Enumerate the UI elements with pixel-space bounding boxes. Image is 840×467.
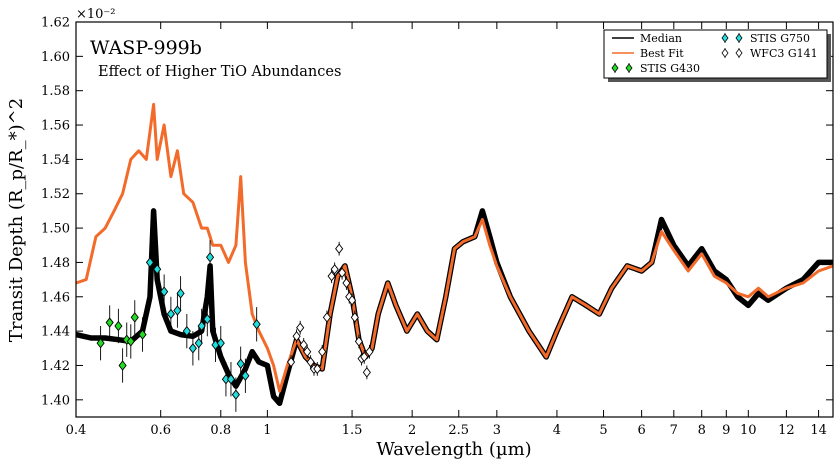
x-tick-label: 12 [778, 423, 795, 438]
chart-subtitle: Effect of Higher TiO Abundances [98, 64, 341, 80]
data-point-stis-g750 [226, 373, 236, 385]
data-point-stis-g750 [203, 313, 212, 325]
x-tick-label: 2 [408, 423, 416, 438]
plot-frame [75, 21, 834, 418]
y-tick-label: 1.52 [41, 187, 70, 202]
data-point-stis-g750 [166, 308, 175, 320]
x-tick-label: 6 [637, 423, 645, 438]
x-tick-label: 0.8 [210, 423, 231, 438]
x-tick-label: 2.5 [448, 423, 469, 438]
data-point-stis-g750 [231, 389, 240, 400]
data-point-wfc3-g141 [327, 270, 336, 282]
y-tick-label: 1.60 [41, 50, 70, 65]
x-tick-label: 14 [810, 423, 827, 438]
legend-label: Best Fit [640, 47, 684, 60]
y-tick-label: 1.62 [41, 16, 70, 31]
data-point-wfc3-g141 [318, 346, 327, 357]
data-point-wfc3-g141 [299, 339, 308, 351]
legend-label: Median [640, 32, 682, 45]
x-tick-label: 4 [553, 423, 561, 438]
data-point-stis-g430 [114, 320, 123, 332]
y-scale-label: ×10⁻² [76, 7, 116, 22]
legend-marker-diamond [611, 63, 619, 73]
data-point-stis-g430 [118, 360, 127, 371]
data-point-stis-g750 [216, 337, 225, 349]
data-point-wfc3-g141 [335, 243, 344, 254]
data-point-wfc3-g141 [322, 312, 332, 323]
legend-marker-diamond [735, 48, 743, 58]
legend-box [603, 29, 828, 79]
data-point-stis-g750 [194, 337, 203, 349]
data-point-wfc3-g141 [350, 312, 359, 323]
data-point-wfc3-g141 [296, 322, 305, 333]
x-tick-label: 3 [493, 423, 501, 438]
x-tick-label: 1 [263, 423, 271, 438]
data-point-stis-g750 [173, 305, 182, 316]
legend-label: STIS G430 [640, 62, 700, 75]
legend-marker-diamond [735, 33, 743, 43]
chart-title: WASP-999b [90, 37, 202, 59]
data-point-stis-g750 [153, 264, 162, 275]
data-point-wfc3-g141 [354, 336, 363, 347]
x-tick-label: 7 [670, 423, 678, 438]
x-tick-label: 1.5 [342, 423, 363, 438]
y-tick-label: 1.48 [41, 256, 70, 271]
x-tick-label: 0.6 [150, 423, 171, 438]
legend-marker-diamond [721, 48, 729, 58]
legend-marker-diamond [721, 33, 729, 43]
data-point-stis-g750 [182, 325, 191, 337]
y-tick-label: 1.50 [41, 222, 70, 237]
axis-ticks: 0.4 0.6 0.8 1 1.5 2 2.5 3 4 5 6 7 8 9 10 12 141.401.421.… [41, 16, 833, 438]
data-point-wfc3-g141 [347, 294, 357, 306]
data-point-wfc3-g141 [306, 356, 315, 368]
y-tick-label: 1.46 [41, 290, 70, 305]
series-layer [75, 102, 834, 412]
legend-items: Median Best Fit STIS G430 STIS G750 WFC3 G14… [611, 32, 818, 75]
data-point-stis-g430 [130, 312, 139, 323]
data-point-stis-g750 [241, 370, 250, 382]
data-point-stis-g750 [145, 257, 155, 268]
y-tick-label: 1.42 [41, 359, 70, 374]
data-point-wfc3-g141 [342, 277, 351, 289]
data-point-stis-g750 [176, 288, 185, 299]
y-tick-label: 1.54 [41, 153, 70, 168]
legend: Median Best Fit STIS G430 STIS G750 WFC3 G14… [603, 29, 831, 82]
y-tick-label: 1.56 [41, 119, 70, 134]
y-tick-label: 1.44 [41, 325, 70, 340]
data-point-wfc3-g141 [303, 346, 312, 357]
data-point-stis-g750 [205, 252, 215, 263]
y-axis-title: Transit Depth (R_p/R_*)^2 [6, 98, 27, 342]
y-tick-label: 1.40 [41, 393, 70, 408]
y-tick-label: 1.58 [41, 84, 70, 99]
data-point-stis-g750 [252, 319, 261, 330]
data-point-wfc3-g141 [286, 356, 296, 368]
data-point-stis-g430 [138, 329, 147, 340]
data-point-stis-g430 [96, 337, 105, 349]
data-point-stis-g750 [188, 343, 197, 354]
legend-label: WFC3 G141 [750, 47, 818, 60]
x-tick-label: 5 [599, 423, 607, 438]
x-tick-label: 0.4 [66, 423, 87, 438]
legend-marker-diamond [625, 63, 633, 73]
data-point-wfc3-g141 [362, 367, 371, 378]
data-point-wfc3-g141 [365, 346, 374, 357]
data-point-stis-g750 [236, 358, 245, 369]
x-tick-label: 9 [722, 423, 730, 438]
data-point-stis-g430 [105, 317, 114, 328]
x-tick-label: 10 [740, 423, 757, 438]
legend-label: STIS G750 [750, 32, 810, 45]
data-point-wfc3-g141 [360, 351, 369, 363]
data-point-wfc3-g141 [338, 267, 347, 278]
data-point-wfc3-g141 [313, 363, 322, 375]
x-axis-title: Wavelength (µm) [376, 439, 531, 460]
data-point-stis-g750 [197, 320, 206, 332]
data-point-stis-g750 [160, 286, 169, 297]
data-point-wfc3-g141 [330, 264, 339, 275]
data-point-stis-g430 [126, 336, 135, 347]
plot-background [76, 22, 833, 417]
data-point-wfc3-g141 [292, 331, 301, 342]
x-tick-label: 8 [698, 423, 706, 438]
